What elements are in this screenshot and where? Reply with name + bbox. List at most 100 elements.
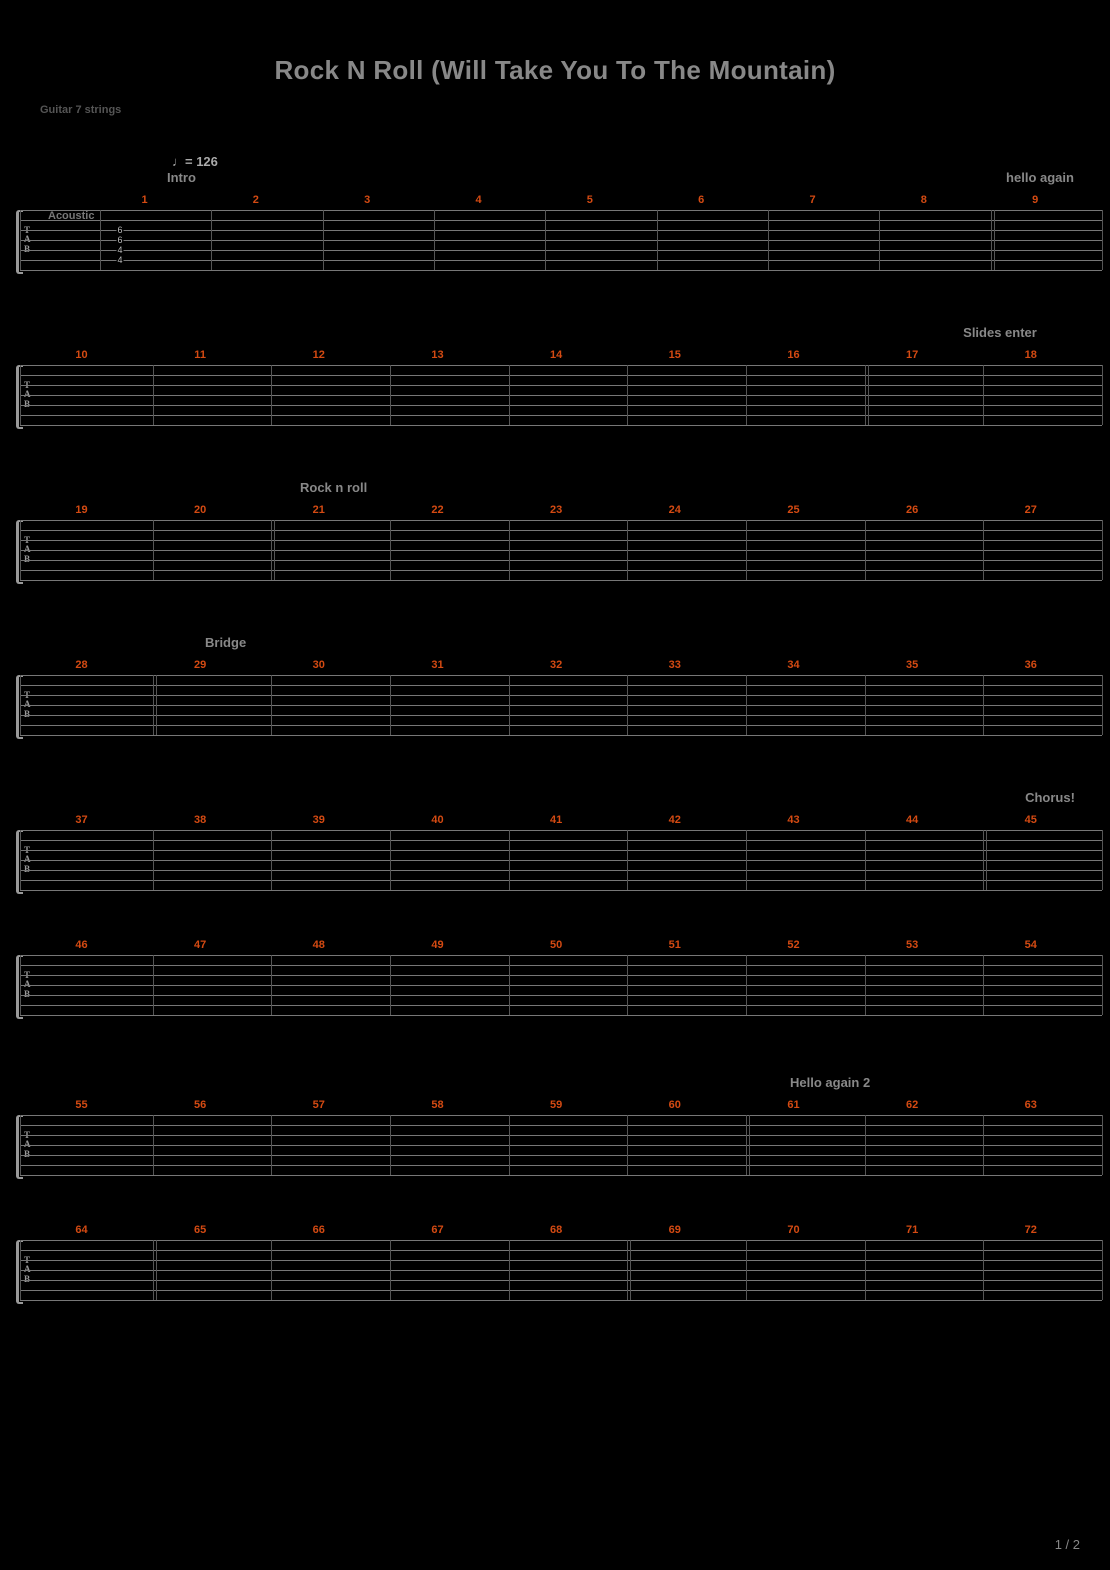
staff-system: TAB646566676869707172	[0, 1200, 1110, 1330]
tab-staff	[20, 520, 1102, 580]
barline	[20, 210, 21, 270]
string-line	[20, 220, 1102, 221]
bar-number: 6	[698, 194, 704, 206]
bar-number: 26	[906, 504, 918, 516]
string-line	[20, 560, 1102, 561]
barline	[509, 675, 510, 735]
bar-number: 67	[431, 1224, 443, 1236]
systems-container: ♩= 126Introhello againAcousticTAB1234567…	[0, 140, 1110, 1330]
string-line	[20, 975, 1102, 976]
string-line	[20, 1250, 1102, 1251]
string-line	[20, 685, 1102, 686]
barline	[865, 955, 866, 1015]
tab-staff: 6644	[20, 210, 1102, 270]
barline	[746, 955, 747, 1015]
bar-numbers: 373839404142434445	[0, 814, 1110, 828]
string-line	[20, 425, 1102, 426]
string-line	[20, 715, 1102, 716]
staff-system: Slides enterTAB101112131415161718	[0, 295, 1110, 450]
staff-system: Hello again 2TAB555657585960616263	[0, 1045, 1110, 1200]
string-line	[20, 375, 1102, 376]
barline	[983, 955, 984, 1015]
barline	[1102, 675, 1103, 735]
barline	[20, 520, 21, 580]
bar-number: 23	[550, 504, 562, 516]
tab-staff	[20, 955, 1102, 1015]
bar-number: 17	[906, 349, 918, 361]
bar-number: 27	[1025, 504, 1037, 516]
barline	[390, 675, 391, 735]
barline	[746, 1240, 747, 1300]
string-line	[20, 985, 1102, 986]
string-line	[20, 1015, 1102, 1016]
string-line	[20, 850, 1102, 851]
string-line	[20, 965, 1102, 966]
string-line	[20, 1280, 1102, 1281]
barline	[390, 1115, 391, 1175]
bar-number: 59	[550, 1099, 562, 1111]
bar-number: 52	[787, 939, 799, 951]
string-line	[20, 1155, 1102, 1156]
string-line	[20, 1165, 1102, 1166]
barline	[627, 830, 628, 890]
bar-number: 18	[1025, 349, 1037, 361]
barline	[20, 365, 21, 425]
tempo-marking: ♩= 126	[172, 154, 218, 169]
bar-number: 35	[906, 659, 918, 671]
staff-system: BridgeTAB282930313233343536	[0, 605, 1110, 760]
section-label: Chorus!	[1025, 790, 1075, 805]
bar-number: 69	[669, 1224, 681, 1236]
double-barline	[627, 1240, 628, 1300]
bar-number: 25	[787, 504, 799, 516]
barline	[746, 830, 747, 890]
barline	[865, 830, 866, 890]
barline	[271, 830, 272, 890]
string-line	[20, 260, 1102, 261]
bar-number: 48	[313, 939, 325, 951]
string-line	[20, 675, 1102, 676]
string-line	[20, 385, 1102, 386]
string-line	[20, 1005, 1102, 1006]
string-line	[20, 365, 1102, 366]
barline	[627, 520, 628, 580]
bar-number: 2	[253, 194, 259, 206]
string-line	[20, 695, 1102, 696]
bar-number: 49	[431, 939, 443, 951]
bar-number: 34	[787, 659, 799, 671]
barline	[746, 365, 747, 425]
barline	[983, 1115, 984, 1175]
barline	[271, 955, 272, 1015]
barline	[153, 520, 154, 580]
bar-number: 63	[1025, 1099, 1037, 1111]
string-line	[20, 870, 1102, 871]
string-line	[20, 1135, 1102, 1136]
string-line	[20, 530, 1102, 531]
bar-number: 56	[194, 1099, 206, 1111]
bar-number: 28	[75, 659, 87, 671]
tab-staff	[20, 1115, 1102, 1175]
double-barline	[271, 520, 272, 580]
string-line	[20, 1125, 1102, 1126]
bar-number: 43	[787, 814, 799, 826]
tab-staff	[20, 830, 1102, 890]
string-line	[20, 1115, 1102, 1116]
barline	[509, 1240, 510, 1300]
string-line	[20, 580, 1102, 581]
bar-number: 42	[669, 814, 681, 826]
string-line	[20, 860, 1102, 861]
barline	[1102, 1240, 1103, 1300]
bar-number: 24	[669, 504, 681, 516]
string-line	[20, 395, 1102, 396]
bar-number: 57	[313, 1099, 325, 1111]
string-line	[20, 550, 1102, 551]
fret-number: 4	[117, 245, 124, 255]
staff-system: TAB464748495051525354	[0, 915, 1110, 1045]
barline	[390, 830, 391, 890]
string-line	[20, 250, 1102, 251]
bar-number: 22	[431, 504, 443, 516]
barline	[746, 520, 747, 580]
barline	[20, 830, 21, 890]
string-line	[20, 230, 1102, 231]
bar-number: 41	[550, 814, 562, 826]
barline	[545, 210, 546, 270]
